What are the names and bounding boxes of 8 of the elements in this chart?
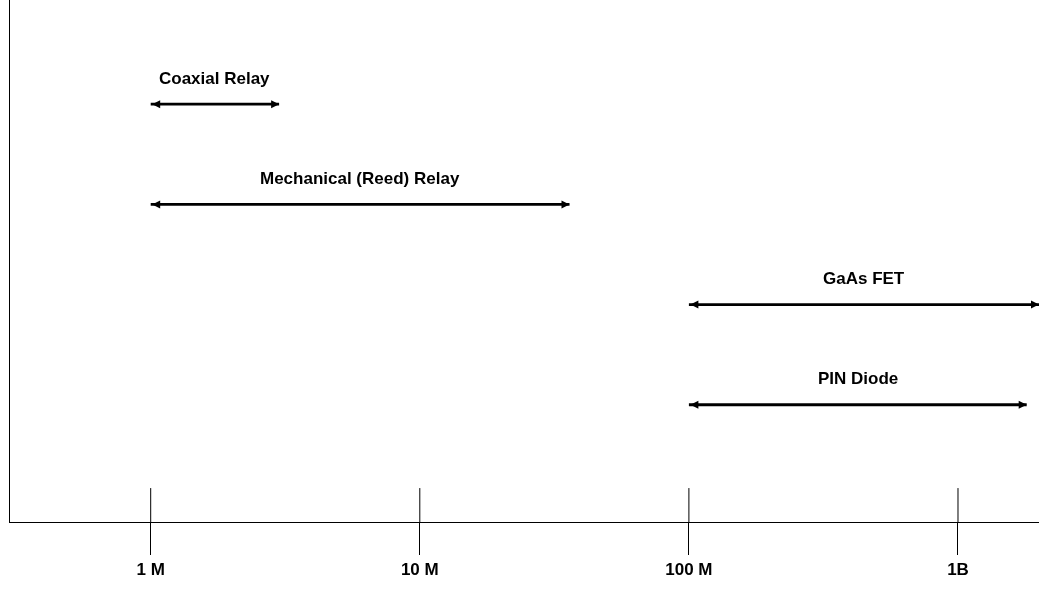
y-tick-label: GaAs FET bbox=[823, 269, 905, 288]
y-tick-label: Coaxial Relay bbox=[159, 69, 271, 88]
x-tick-label: 1B bbox=[947, 560, 969, 580]
x-tick-label: 1 M bbox=[136, 560, 165, 580]
x-tick-label: 10 M bbox=[400, 560, 439, 580]
y-tick-label: Mechanical (Reed) Relay bbox=[260, 169, 460, 188]
y-tick-label: PIN Diode bbox=[818, 369, 899, 388]
x-tick-label: 100 M bbox=[665, 560, 713, 580]
